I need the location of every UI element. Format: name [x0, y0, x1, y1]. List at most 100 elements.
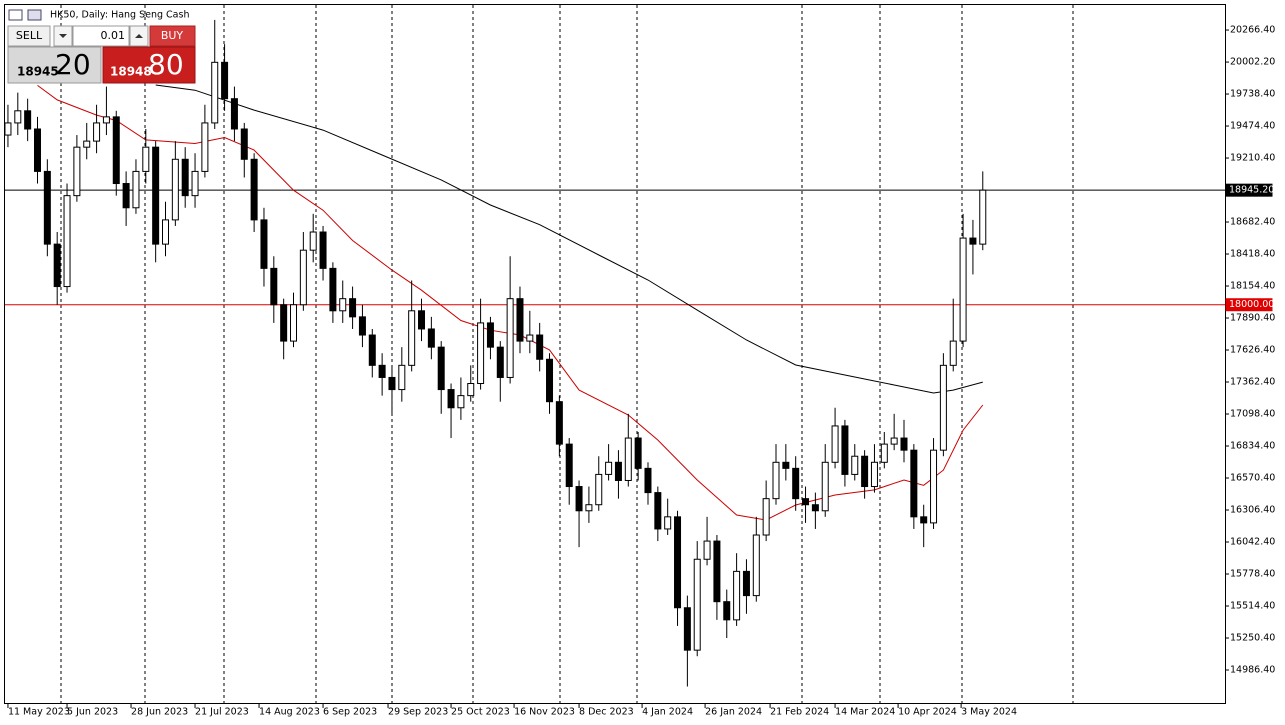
y-tick-label: 19738.40 [1230, 89, 1275, 100]
candle-body [634, 437, 642, 469]
candle-body [703, 540, 711, 560]
candle-body [309, 231, 317, 251]
candle-body [398, 364, 406, 391]
candle-body [388, 376, 396, 391]
candle-body [713, 540, 721, 603]
candle-body [605, 461, 613, 475]
ask-big: 80 [148, 48, 184, 81]
y-tick-label: 17362.40 [1230, 377, 1275, 388]
candle-body [201, 122, 209, 172]
sell-button[interactable] [7, 25, 51, 47]
candle-body [880, 443, 888, 463]
y-tick-label: 17890.40 [1230, 313, 1275, 324]
candle-body [211, 61, 219, 124]
candle-body [112, 116, 120, 185]
y-tick-label: 15514.40 [1230, 600, 1275, 611]
candle-body [339, 298, 347, 312]
candle-body [614, 461, 622, 481]
y-tick-label: 14986.40 [1230, 664, 1275, 675]
candle-body [585, 504, 593, 512]
candle-body [949, 340, 957, 366]
candle-body [772, 461, 780, 500]
x-tick-label: 25 Oct 2023 [451, 707, 510, 718]
candle-body [191, 170, 199, 197]
candle-body [142, 146, 150, 172]
x-tick-label: 11 May 2023 [8, 707, 70, 718]
volume-value[interactable]: 0.01 [101, 29, 126, 42]
candle-body [920, 516, 928, 524]
ask-panel[interactable] [102, 46, 196, 84]
y-tick-label: 20266.40 [1230, 25, 1275, 36]
candle-body [496, 346, 504, 378]
candle-body [437, 346, 445, 391]
candle-body [280, 304, 288, 342]
y-tick-label: 19210.40 [1230, 153, 1275, 164]
candle-body [447, 389, 455, 409]
candle-body [939, 364, 947, 451]
x-tick-label: 8 Dec 2023 [579, 707, 634, 718]
candle-body [299, 249, 307, 306]
price-label: 18945.20 [1229, 185, 1274, 196]
y-tick-label: 19474.40 [1230, 121, 1275, 132]
candle-body [851, 455, 859, 475]
price-label: 18000.00 [1229, 299, 1274, 310]
candle-body [565, 443, 573, 488]
candle-body [33, 128, 41, 172]
buy-button[interactable] [149, 25, 196, 47]
candle-body [270, 267, 278, 306]
candle-body [792, 467, 800, 500]
y-tick-label: 17626.40 [1230, 345, 1275, 356]
candle-body [43, 170, 51, 245]
candle-body [969, 237, 977, 245]
candle-body [575, 486, 583, 512]
x-tick-label: 16 Nov 2023 [514, 707, 575, 718]
candle-body [102, 116, 110, 124]
candle-body [555, 401, 563, 445]
candle-body [723, 601, 731, 621]
y-tick-label: 17098.40 [1230, 409, 1275, 420]
sell-label[interactable]: SELL [16, 29, 43, 42]
x-tick-label: 4 Jan 2024 [642, 707, 693, 718]
candle-body [782, 461, 790, 469]
x-tick-label: 14 Mar 2024 [835, 707, 895, 718]
candle-body [802, 498, 810, 506]
candle-body [63, 195, 71, 288]
y-tick-label: 16834.40 [1230, 441, 1275, 452]
candle-body [742, 570, 750, 597]
candle-body [870, 461, 878, 488]
candle-body [516, 298, 524, 342]
candle-body [152, 146, 160, 245]
candle-body [83, 140, 91, 148]
candle-body [664, 516, 672, 530]
volume-input[interactable] [72, 25, 130, 47]
arrow-icon [135, 34, 143, 38]
candle-body [181, 158, 189, 197]
chart-title: HK50, Daily: Hang Seng Cash [50, 10, 189, 21]
x-tick-label: 14 Aug 2023 [259, 707, 320, 718]
candle-body [221, 61, 229, 100]
candle-body [595, 473, 603, 506]
candle-body [4, 122, 12, 136]
candle-body [73, 146, 81, 197]
candle-body [171, 158, 179, 221]
y-tick-label: 16042.40 [1230, 536, 1275, 547]
bid-panel[interactable] [7, 46, 102, 84]
candle-body [122, 183, 130, 209]
candle-body [979, 189, 987, 245]
candle-body [162, 219, 170, 245]
candle-body [930, 449, 938, 524]
candle-body [733, 570, 741, 621]
candle-body [368, 334, 376, 366]
candle-body [910, 449, 918, 518]
candle-body [861, 455, 869, 488]
y-tick-label: 18418.40 [1230, 249, 1275, 260]
marks [4, 19, 1225, 687]
candle-body [831, 425, 839, 463]
candle-body [24, 110, 32, 130]
buy-label[interactable]: BUY [161, 29, 184, 42]
y-tick-label: 15778.40 [1230, 568, 1275, 579]
bid-main: 18945 [17, 65, 59, 79]
candle-body [752, 534, 760, 597]
